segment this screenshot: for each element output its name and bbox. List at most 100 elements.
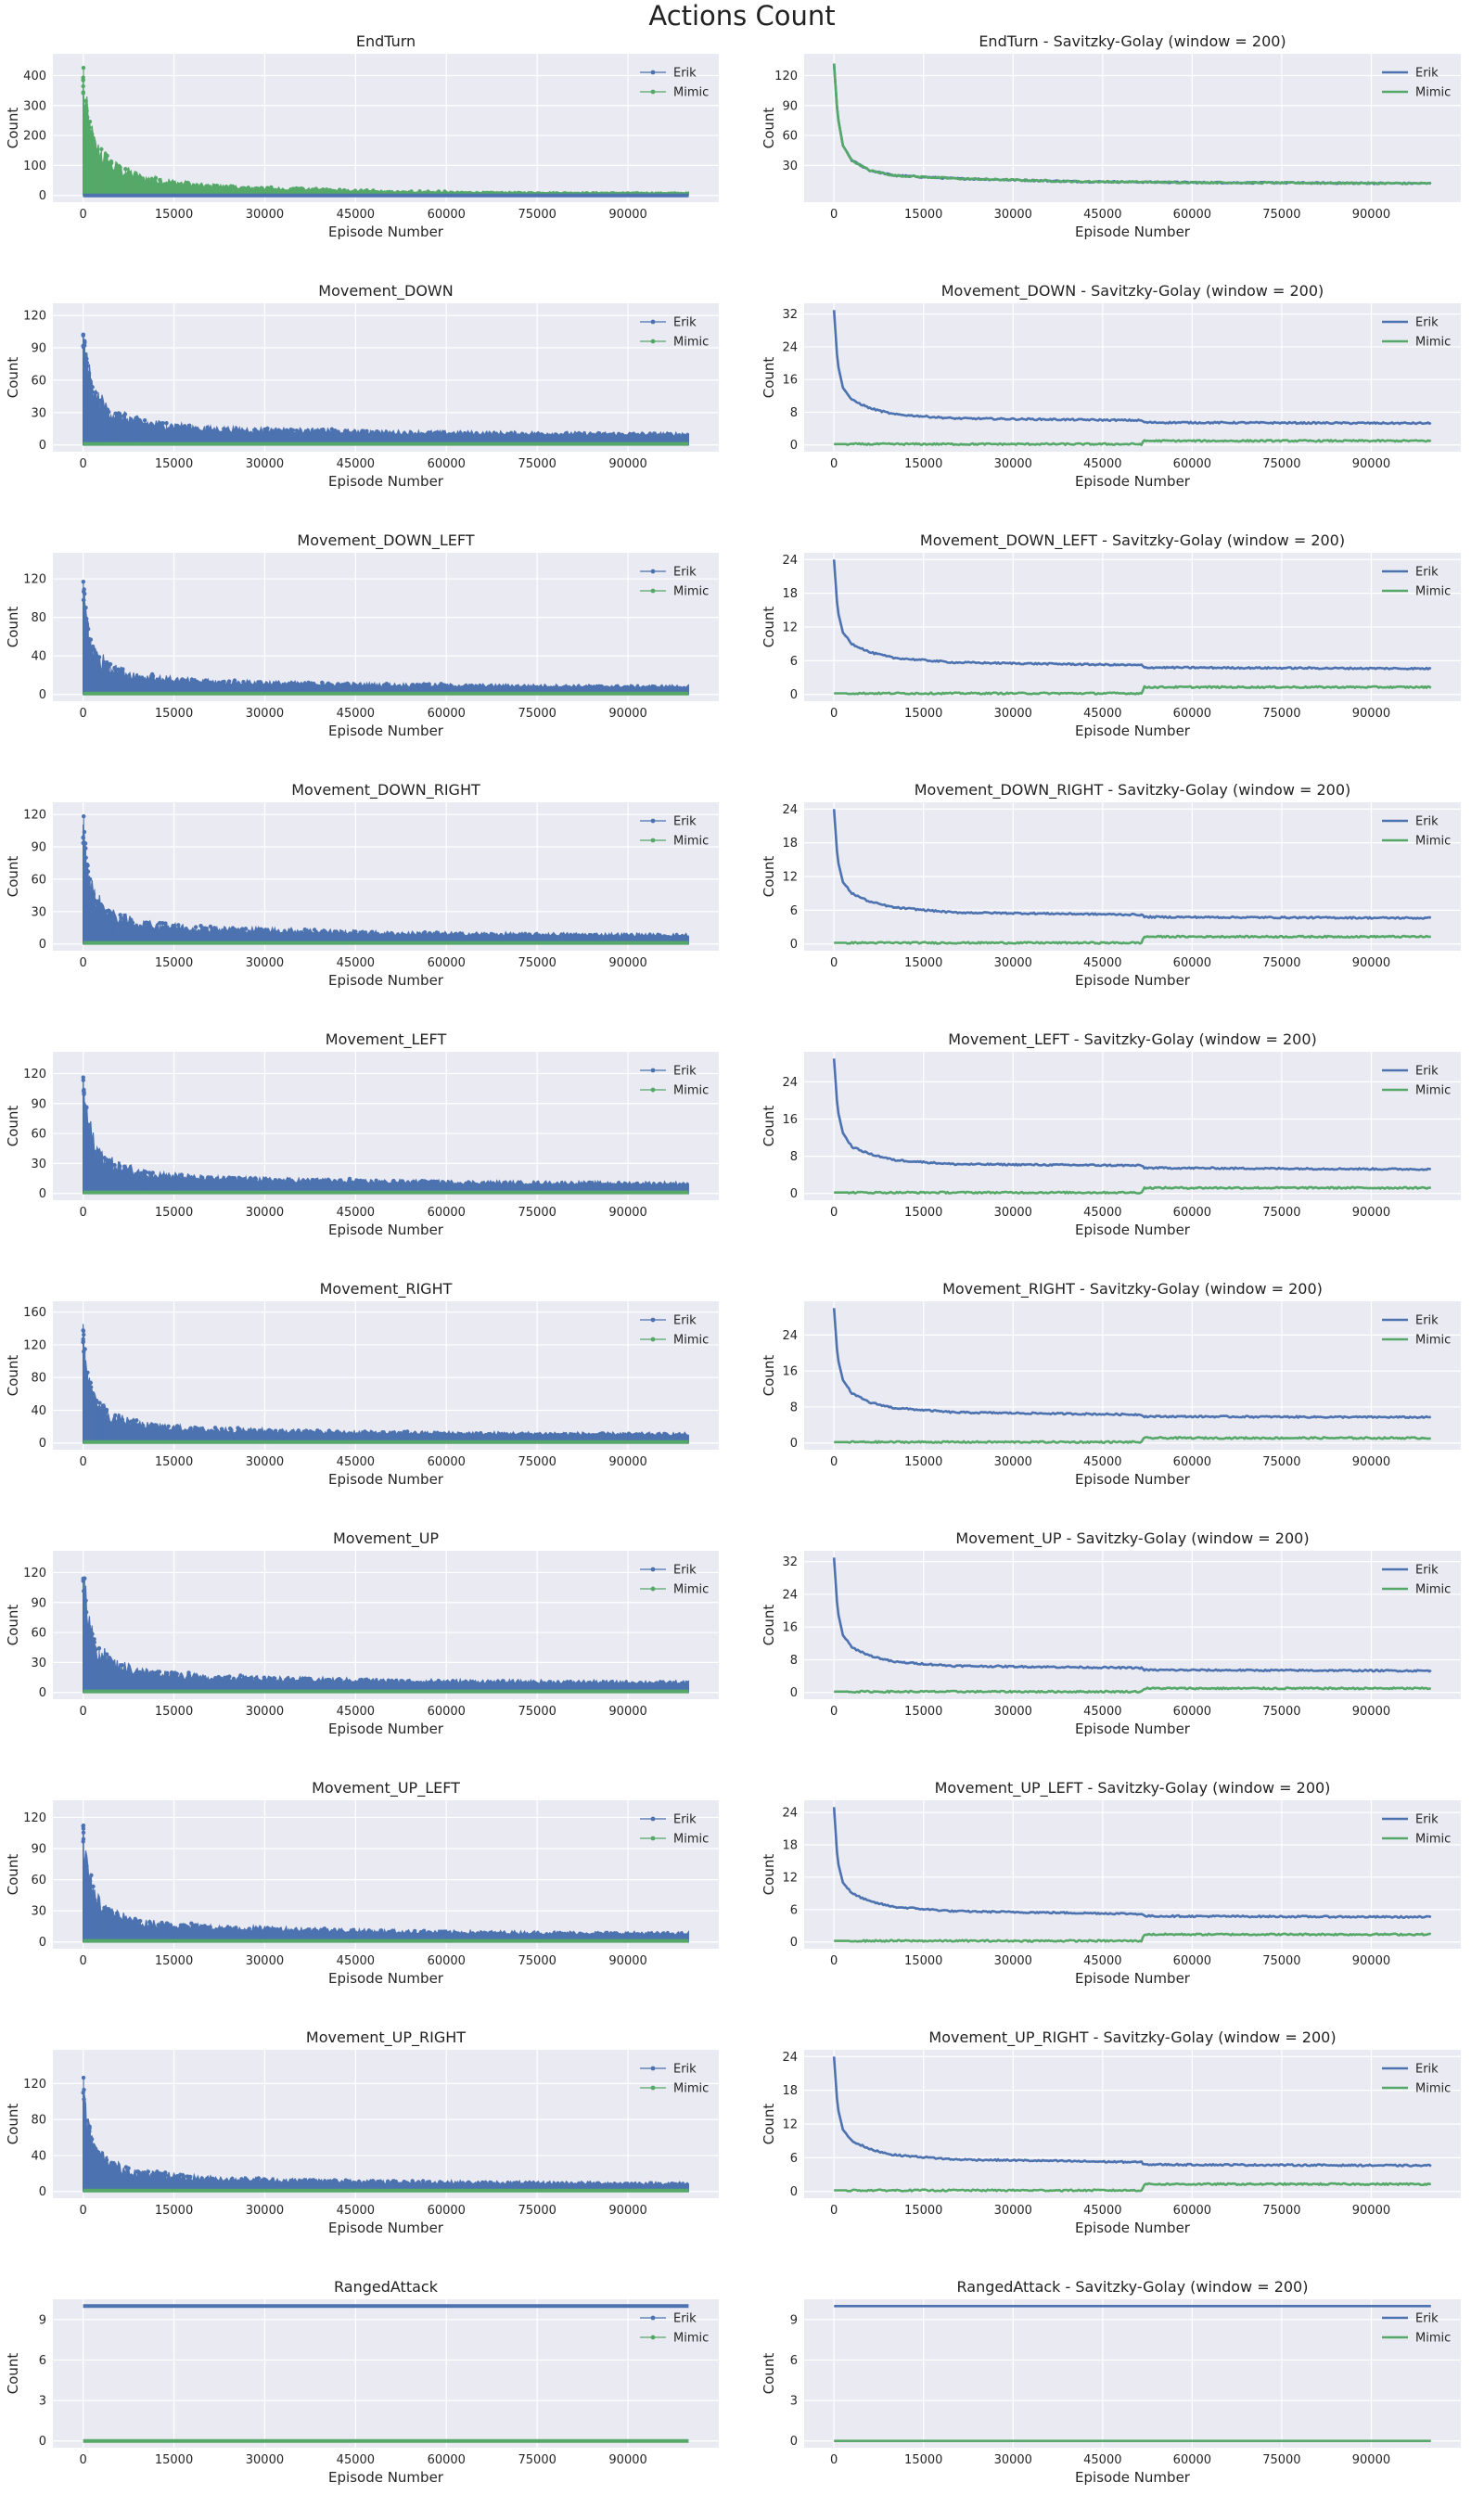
series-marker xyxy=(83,606,88,610)
x-tick-label: 0 xyxy=(79,208,86,222)
series-marker xyxy=(324,1928,328,1933)
x-tick-label: 30000 xyxy=(246,956,284,970)
y-tick-label: 32 xyxy=(782,1555,798,1569)
series-marker xyxy=(196,1427,200,1431)
y-tick-label: 0 xyxy=(790,439,798,453)
series-marker xyxy=(167,1174,172,1179)
x-tick-label: 75000 xyxy=(1262,2453,1300,2467)
y-tick-label: 8 xyxy=(790,1654,798,1668)
x-axis-label: Episode Number xyxy=(328,473,444,490)
subplot-20: 0 15000 30000 45000 60000 75000 90000 0 3 6 9 Range… xyxy=(761,2278,1461,2486)
x-tick-label: 0 xyxy=(830,457,838,471)
subplot-1: 0 15000 30000 45000 60000 75000 90000 0 100 200 30… xyxy=(5,32,719,240)
series-marker xyxy=(222,427,226,431)
series-marker xyxy=(417,189,422,194)
series-marker xyxy=(246,680,250,685)
series-line xyxy=(832,809,1432,920)
x-tick-label: 90000 xyxy=(1352,457,1390,471)
series-marker xyxy=(90,1390,96,1396)
series-marker xyxy=(100,403,105,409)
series-marker xyxy=(146,2169,151,2174)
series-line xyxy=(834,1436,1431,1444)
series-line xyxy=(834,1932,1431,1943)
series-marker xyxy=(85,863,90,868)
series-marker xyxy=(435,1430,440,1436)
x-tick-label: 30000 xyxy=(246,1206,284,1220)
series-marker xyxy=(200,1175,205,1181)
series-marker xyxy=(217,1926,222,1931)
x-tick-label: 45000 xyxy=(337,2204,375,2218)
x-tick-label: 45000 xyxy=(337,707,375,721)
series-marker xyxy=(321,928,326,933)
series-marker xyxy=(401,1679,405,1683)
y-tick-label: 12 xyxy=(782,1871,798,1885)
series-marker xyxy=(96,1645,102,1651)
series-line xyxy=(832,559,1432,671)
subplot-15: 0 15000 30000 45000 60000 75000 90000 0 30 60 90 12… xyxy=(5,1779,719,1987)
series-marker xyxy=(168,1923,173,1927)
series-marker xyxy=(109,2163,115,2169)
y-tick-label: 90 xyxy=(31,1596,46,1610)
legend-marker xyxy=(650,89,656,95)
subplot-3: 0 15000 30000 45000 60000 75000 90000 0 30 60 90 12… xyxy=(5,282,719,490)
y-tick-label: 12 xyxy=(782,871,798,885)
y-tick-label: 80 xyxy=(31,2114,46,2128)
legend-marker xyxy=(650,339,656,344)
series-marker xyxy=(230,926,236,930)
y-tick-label: 24 xyxy=(782,1329,798,1343)
series-marker xyxy=(105,1907,110,1912)
x-tick-label: 90000 xyxy=(608,956,646,970)
series-marker xyxy=(318,1179,323,1184)
legend: Erik Mimic xyxy=(1382,1564,1451,1597)
series-band xyxy=(83,83,690,197)
y-tick-label: 6 xyxy=(790,904,798,918)
legend: Erik Mimic xyxy=(640,1813,709,1847)
legend-label-erik: Erik xyxy=(673,815,697,829)
series-marker xyxy=(160,1920,164,1926)
series-marker xyxy=(182,424,187,429)
series-mimic xyxy=(834,1686,1431,1694)
series-marker xyxy=(112,1162,117,1168)
series-marker xyxy=(363,930,368,935)
legend-label-mimic: Mimic xyxy=(673,585,709,599)
x-tick-label: 45000 xyxy=(1083,457,1121,471)
series-mimic xyxy=(834,2182,1432,2193)
series-marker xyxy=(370,2179,376,2183)
x-tick-label: 90000 xyxy=(1352,707,1390,721)
series-marker xyxy=(269,185,274,190)
x-tick-label: 15000 xyxy=(155,956,193,970)
x-tick-label: 90000 xyxy=(608,1455,646,1469)
series-marker xyxy=(150,673,156,679)
legend-label-erik: Erik xyxy=(673,1813,697,1827)
x-axis-label: Episode Number xyxy=(328,2469,444,2486)
plot-data xyxy=(81,580,690,696)
subplot-title: Movement_DOWN - Savitzky-Golay (window =… xyxy=(941,282,1324,301)
series-marker xyxy=(442,189,447,194)
subplot-12: 0 15000 30000 45000 60000 75000 90000 0 8 16 24 Mov… xyxy=(761,1280,1461,1488)
series-line xyxy=(834,685,1432,696)
series-marker xyxy=(219,1427,224,1431)
y-axis-label: Count xyxy=(761,1106,777,1147)
series-marker xyxy=(165,1671,170,1677)
x-axis-label: Episode Number xyxy=(1075,2220,1191,2236)
x-tick-label: 15000 xyxy=(904,1954,942,1968)
series-marker xyxy=(163,2172,168,2178)
series-marker xyxy=(335,1429,340,1434)
subplot-title: RangedAttack xyxy=(334,2278,439,2296)
series-marker xyxy=(290,428,296,433)
series-marker xyxy=(320,1927,325,1932)
y-tick-label: 16 xyxy=(782,1621,798,1635)
series-marker xyxy=(426,189,430,194)
series-marker xyxy=(92,1637,96,1642)
series-marker xyxy=(82,829,87,835)
legend: Erik Mimic xyxy=(1382,1813,1451,1847)
y-tick-label: 0 xyxy=(790,688,798,702)
legend: Erik Mimic xyxy=(1382,316,1451,350)
series-marker xyxy=(434,930,439,935)
y-tick-label: 120 xyxy=(23,1068,46,1081)
plot-data xyxy=(81,2075,690,2193)
x-tick-label: 15000 xyxy=(155,707,193,721)
x-tick-label: 90000 xyxy=(608,707,646,721)
series-marker xyxy=(199,1926,205,1931)
y-axis-label: Count xyxy=(5,1355,21,1397)
